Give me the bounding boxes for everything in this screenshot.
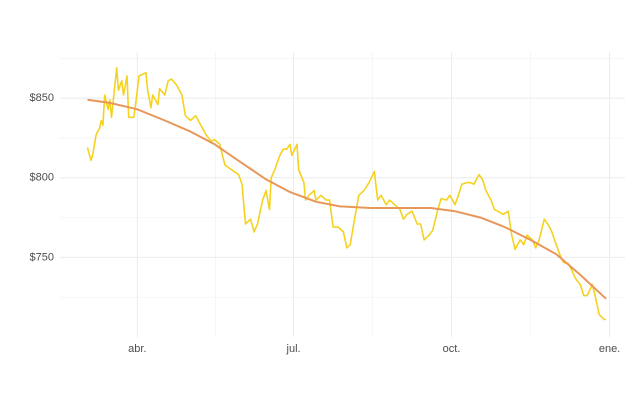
y-tick-label: $850	[30, 92, 54, 104]
x-tick-label: abr.	[128, 343, 146, 355]
line-series	[87, 98, 607, 300]
y-tick-label: $750	[30, 251, 54, 263]
y-tick-label: $800	[30, 172, 54, 184]
x-tick-label: jul.	[286, 343, 301, 355]
line-series	[86, 67, 607, 321]
x-tick-label: ene.	[599, 343, 620, 355]
x-tick-label: oct.	[443, 343, 461, 355]
